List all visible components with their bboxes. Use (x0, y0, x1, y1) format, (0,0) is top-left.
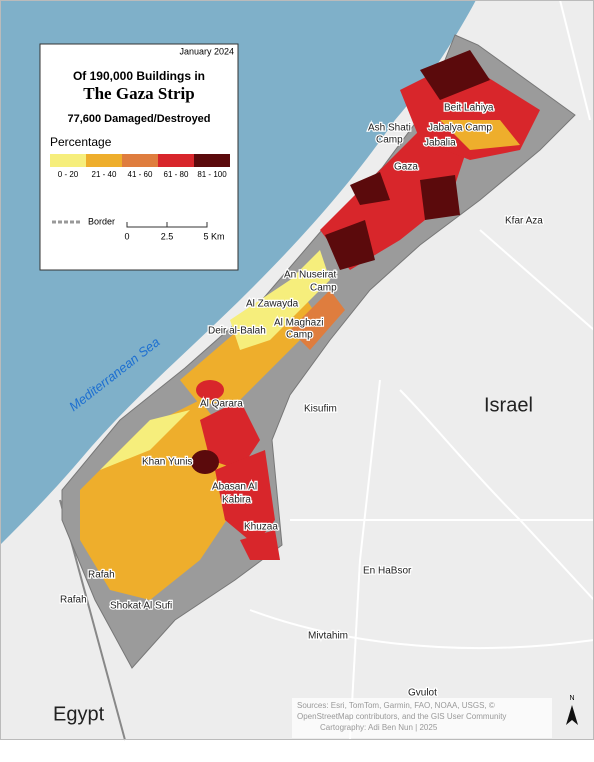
place-label: Jabalia (424, 138, 456, 149)
source-line: Sources: Esri, TomTom, Garmin, FAO, NOAA… (297, 701, 495, 710)
legend-label: 0 - 20 (58, 170, 79, 179)
title-line: Of 190,000 Buildings in (73, 69, 205, 83)
country-label: Israel (484, 394, 533, 416)
scale-bar (126, 222, 208, 228)
place-label: Al Qarara (200, 399, 243, 410)
legend-swatch (194, 154, 230, 167)
place-label: An Nuseirat (284, 270, 336, 281)
place-label: Shokat Al Sufi (110, 601, 172, 612)
title: The Gaza Strip (83, 84, 194, 103)
place-label: Al Maghazi (274, 318, 323, 329)
place-label: Beit Lahiya (444, 103, 494, 114)
damage-areas (80, 50, 540, 600)
place-label: Rafah (60, 595, 87, 606)
place-label: Khuzaa (244, 522, 278, 533)
north-arrow (566, 705, 578, 725)
place-label: Abasan Al (212, 482, 257, 493)
place-label: Jabalya Camp (428, 123, 492, 134)
border-label: Border (88, 216, 115, 226)
legend-swatch (158, 154, 194, 167)
date: January 2024 (179, 46, 234, 56)
legend-swatch (50, 154, 86, 167)
legend-label: 61 - 80 (164, 170, 189, 179)
place-label: Kfar Aza (505, 216, 543, 227)
place-label: Khan Yunis (142, 457, 192, 468)
place-label: Mivtahim (308, 631, 348, 642)
place-label: En HaBsor (363, 566, 412, 577)
country-label: Egypt (53, 703, 105, 725)
legend: 0 - 20 21 - 40 41 - 60 61 - 80 81 - 100 (50, 154, 230, 179)
place-label: Al Zawayda (246, 299, 299, 310)
legend-label: 41 - 60 (128, 170, 153, 179)
scale-label: 2.5 (161, 231, 174, 241)
scale-label: 5 Km (203, 231, 224, 241)
place-label: Deir al-Balah (208, 326, 266, 337)
source-line: Cartography: Adi Ben Nun | 2025 (320, 723, 438, 732)
legend-title: Percentage (50, 135, 112, 149)
place-label: Ash Shati (368, 123, 411, 134)
place-label: Gvulot (408, 688, 437, 699)
info-box: January 2024 Of 190,000 Buildings in The… (39, 43, 239, 271)
subtitle: 77,600 Damaged/Destroyed (67, 113, 210, 125)
legend-label: 21 - 40 (92, 170, 117, 179)
sources: Sources: Esri, TomTom, Garmin, FAO, NOAA… (292, 698, 552, 738)
place-label: Camp (376, 135, 403, 146)
north-label: N (569, 695, 574, 702)
sources-box (292, 698, 552, 738)
scale-label: 0 (124, 231, 129, 241)
place-label: Gaza (394, 162, 418, 173)
legend-label: 81 - 100 (197, 170, 227, 179)
place-label: Kisufim (304, 404, 337, 415)
place-label: Camp (310, 283, 337, 294)
legend-swatch (122, 154, 158, 167)
legend-swatch (86, 154, 122, 167)
place-label: Rafah (88, 570, 115, 581)
place-label: Kabira (222, 495, 251, 506)
roads (249, 0, 594, 741)
place-label: Camp (286, 330, 313, 341)
source-line: OpenStreetMap contributors, and the GIS … (297, 712, 506, 721)
